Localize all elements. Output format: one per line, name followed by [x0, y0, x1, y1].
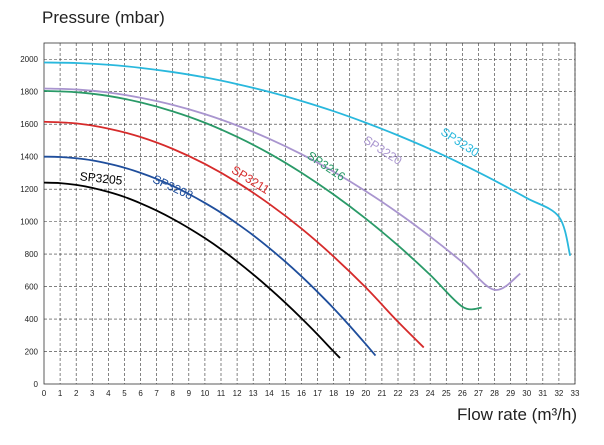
y-axis-title: Pressure (mbar) — [42, 8, 165, 27]
axes — [43, 42, 576, 385]
plot-frame — [43, 42, 576, 385]
series-label-sp3205: SP3205 — [79, 169, 123, 187]
x-tick-label: 3 — [90, 389, 95, 398]
y-tick-label: 400 — [25, 315, 39, 324]
x-tick-label: 27 — [474, 389, 483, 398]
y-tick-label: 200 — [25, 348, 39, 357]
y-tick-label: 1200 — [20, 185, 38, 194]
x-tick-label: 16 — [297, 389, 306, 398]
x-tick-label: 1 — [58, 389, 63, 398]
series-label-sp3230: SP3230 — [438, 125, 482, 160]
x-tick-label: 0 — [42, 389, 47, 398]
y-tick-label: 1800 — [20, 88, 38, 97]
x-tick-label: 29 — [506, 389, 515, 398]
x-tick-label: 7 — [154, 389, 159, 398]
grid — [44, 43, 576, 384]
series-line-sp3205 — [43, 181, 341, 359]
y-tick-label: 800 — [25, 250, 39, 259]
x-tick-label: 26 — [458, 389, 467, 398]
series-lines — [43, 61, 572, 359]
x-tick-label: 11 — [217, 389, 226, 398]
x-tick-label: 10 — [200, 389, 209, 398]
y-tick-labels: 0 200 400 600 800 1000 1200 1400 1600 1800 2000 — [20, 55, 38, 389]
x-tick-label: 19 — [345, 389, 354, 398]
y-tick-label: 600 — [25, 283, 39, 292]
x-tick-label: 24 — [426, 389, 435, 398]
series-line-sp3211 — [43, 120, 425, 349]
series-line-sp3230 — [43, 61, 572, 256]
x-tick-label: 13 — [249, 389, 258, 398]
y-tick-label: 1000 — [20, 218, 38, 227]
y-tick-label: 0 — [34, 380, 39, 389]
x-tick-label: 9 — [187, 389, 192, 398]
x-tick-label: 5 — [122, 389, 127, 398]
x-tick-label: 18 — [329, 389, 338, 398]
series-line-sp3220 — [43, 87, 521, 291]
x-tick-label: 32 — [554, 389, 563, 398]
x-tick-label: 17 — [313, 389, 322, 398]
series-line-sp3216 — [43, 90, 482, 311]
x-tick-label: 4 — [106, 389, 111, 398]
x-tick-label: 21 — [377, 389, 386, 398]
x-tick-label: 14 — [265, 389, 274, 398]
x-tick-label: 30 — [522, 389, 531, 398]
x-tick-label: 28 — [490, 389, 499, 398]
x-tick-label: 33 — [571, 389, 580, 398]
x-tick-label: 20 — [361, 389, 370, 398]
x-tick-label: 12 — [233, 389, 242, 398]
y-tick-label: 2000 — [20, 55, 38, 64]
x-axis-title: Flow rate (m³/h) — [457, 405, 577, 424]
series-line-sp3208 — [43, 155, 377, 357]
x-tick-label: 6 — [138, 389, 143, 398]
x-tick-label: 22 — [394, 389, 403, 398]
x-tick-label: 23 — [410, 389, 419, 398]
x-tick-label: 25 — [442, 389, 451, 398]
y-tick-label: 1400 — [20, 153, 38, 162]
x-tick-label: 8 — [171, 389, 176, 398]
x-tick-labels: 0 1 2 3 4 5 6 7 8 9 10 11 12 13 14 15 16 17 18 19 20 21 22 23 24… — [42, 389, 580, 398]
x-tick-label: 2 — [74, 389, 79, 398]
x-tick-label: 31 — [538, 389, 547, 398]
y-tick-label: 1600 — [20, 120, 38, 129]
x-tick-label: 15 — [281, 389, 290, 398]
